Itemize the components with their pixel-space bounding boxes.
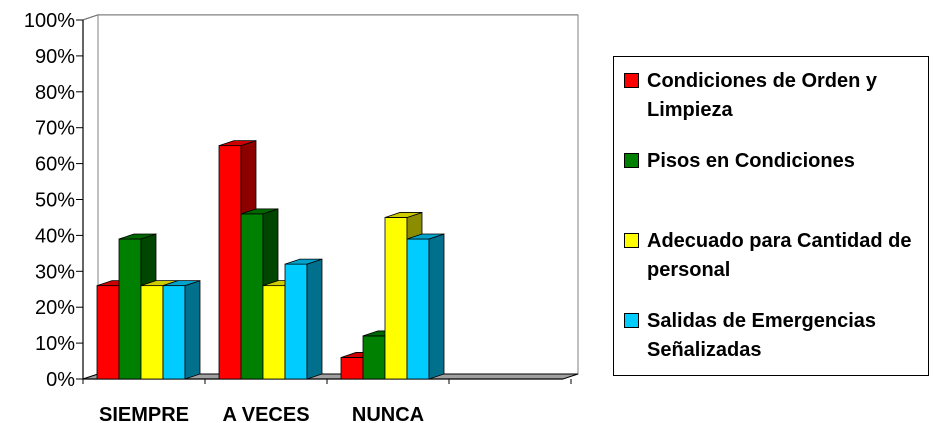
y-tick-label: 10% (35, 333, 75, 355)
y-axis-tick-labels: 0% 10% 20% 30% 40% 50% 60% 70% 80% 90% 100% (24, 10, 83, 391)
y-tick-label: 40% (35, 225, 75, 247)
y-tick-label: 30% (35, 261, 75, 283)
legend-item-orden-limpieza: Condiciones de Orden y Limpieza (624, 67, 927, 125)
legend-swatch-orden-limpieza (624, 73, 639, 88)
legend-label-salidas: Salidas de Emergencias Señalizadas (647, 310, 877, 361)
legend-item-pisos: Pisos en Condiciones (624, 147, 927, 176)
y-tick-label: 60% (35, 154, 75, 176)
y-tick-label: 80% (35, 82, 75, 104)
y-tick-label: 0% (46, 369, 75, 391)
y-tick-label: 70% (35, 118, 75, 140)
legend-swatch-pisos (624, 153, 639, 168)
x-category-label-nunca: NUNCA (352, 404, 424, 423)
y-tick-label: 100% (24, 10, 75, 32)
legend-item-adecuado: Adecuado para Cantidad de personal (624, 227, 927, 285)
x-category-label-siempre: SIEMPRE (99, 404, 189, 423)
x-axis-category-labels: SIEMPRE A VECES NUNCA (82, 379, 572, 423)
legend-label-orden-limpieza: Condiciones de Orden y Limpieza (647, 70, 878, 121)
side-wall (82, 14, 99, 380)
y-tick-label: 20% (35, 297, 75, 319)
legend-swatch-salidas (624, 313, 639, 328)
bar-salidas-de-emergencias-senalizadas-siempre (162, 280, 201, 380)
bar-salidas-de-emergencias-senalizadas-a-veces (284, 258, 323, 380)
legend-label-adecuado: Adecuado para Cantidad de personal (647, 230, 912, 281)
x-category-label-a-veces: A VECES (222, 404, 309, 423)
legend-item-salidas: Salidas de Emergencias Señalizadas (624, 307, 927, 365)
legend-label-pisos: Pisos en Condiciones (647, 150, 855, 172)
chart-legend: Condiciones de Orden y Limpieza Pisos en… (613, 56, 929, 376)
y-tick-label: 50% (35, 190, 75, 212)
chart-axes (82, 14, 579, 380)
legend-swatch-adecuado (624, 233, 639, 248)
bar-salidas-de-emergencias-senalizadas-nunca (406, 233, 445, 380)
chart-bars (96, 140, 445, 380)
y-tick-label: 90% (35, 46, 75, 68)
